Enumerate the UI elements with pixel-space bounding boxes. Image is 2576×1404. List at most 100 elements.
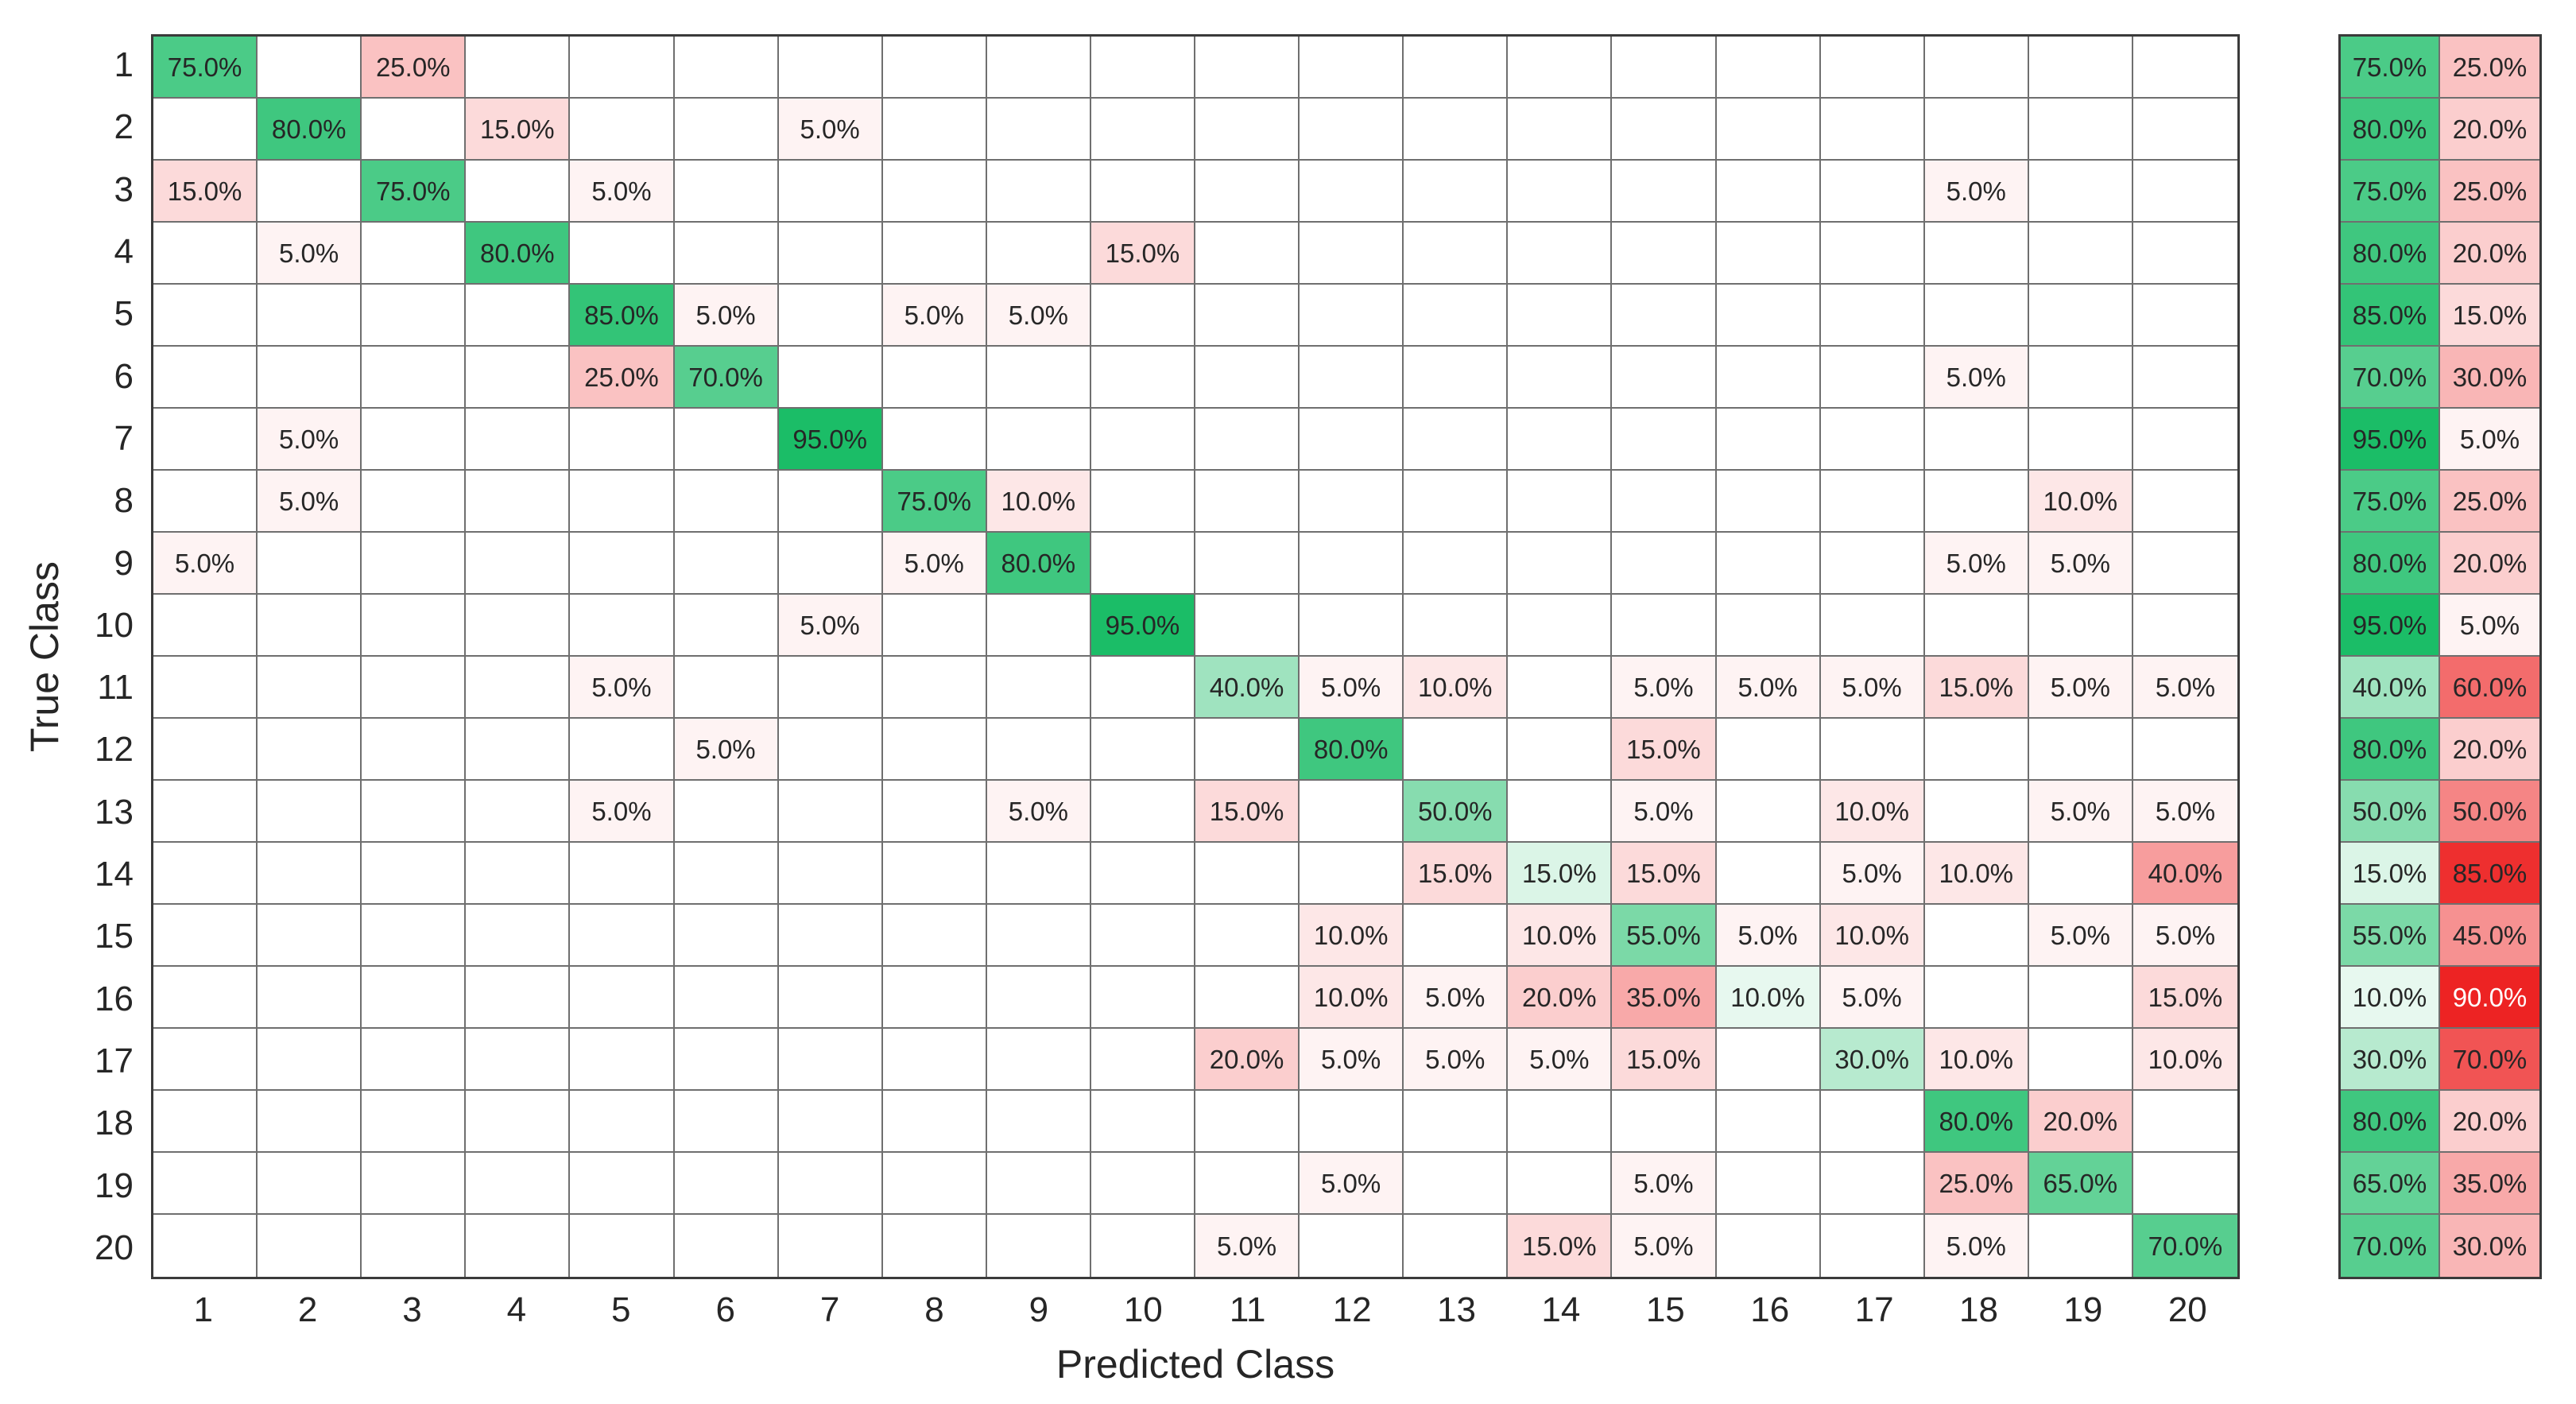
x-tick-label-9: 9 [1028, 1290, 1049, 1329]
matrix-cell-r19-c12: 5.0% [1300, 1153, 1404, 1215]
matrix-cell-r15-c18 [1924, 905, 2029, 967]
matrix-cell-r19-c3 [362, 1153, 467, 1215]
matrix-cell-r18-c13 [1404, 1091, 1509, 1153]
matrix-cell-r18-c11 [1195, 1091, 1300, 1153]
matrix-cell-r11-c6 [674, 657, 779, 719]
matrix-cell-r20-c3 [362, 1215, 467, 1277]
matrix-cell-r8-c2: 5.0% [258, 471, 362, 533]
matrix-cell-r6-c11 [1195, 347, 1300, 409]
matrix-cell-r2-c2: 80.0% [258, 99, 362, 161]
matrix-cell-r18-c3 [362, 1091, 467, 1153]
matrix-cell-r4-c13 [1404, 223, 1509, 285]
y-tick-label-19: 19 [95, 1165, 134, 1205]
summary-tpr-cell-r6: 70.0% [2341, 347, 2440, 409]
summary-fnr-cell-r5: 15.0% [2440, 285, 2539, 347]
matrix-cell-r10-c16 [1716, 595, 1821, 657]
matrix-cell-r1-c19 [2028, 37, 2133, 99]
matrix-cell-r17-c14: 5.0% [1508, 1029, 1613, 1091]
matrix-cell-r19-c2 [258, 1153, 362, 1215]
matrix-cell-r4-c5 [570, 223, 675, 285]
matrix-cell-r9-c6 [674, 533, 779, 595]
matrix-cell-r14-c10 [1090, 843, 1195, 905]
matrix-cell-r20-c10 [1091, 1215, 1195, 1277]
matrix-cell-r19-c4 [466, 1153, 571, 1215]
matrix-cell-r15-c5 [570, 905, 675, 967]
matrix-cell-r9-c7 [778, 533, 883, 595]
y-tick-label-5: 5 [114, 294, 134, 334]
x-tick-label-19: 19 [2063, 1290, 2103, 1329]
matrix-cell-r4-c14 [1508, 223, 1613, 285]
matrix-cell-r13-c11: 15.0% [1195, 781, 1300, 843]
y-tick-label-7: 7 [114, 418, 134, 458]
matrix-cell-r9-c16 [1716, 533, 1821, 595]
matrix-cell-r12-c17 [1820, 719, 1925, 781]
matrix-cell-r10-c18 [1924, 595, 2029, 657]
matrix-cell-r7-c3 [362, 409, 467, 471]
matrix-cell-r11-c7 [778, 657, 883, 719]
matrix-cell-r9-c4 [466, 533, 571, 595]
matrix-cell-r15-c19: 5.0% [2028, 905, 2133, 967]
matrix-cell-r17-c16 [1716, 1029, 1821, 1091]
y-tick-label-11: 11 [97, 668, 134, 708]
matrix-cell-r10-c3 [362, 595, 467, 657]
summary-tpr-cell-r19: 65.0% [2341, 1153, 2440, 1215]
matrix-cell-r8-c9: 10.0% [986, 471, 1091, 533]
matrix-cell-r6-c2 [258, 347, 362, 409]
matrix-cell-r4-c15 [1612, 223, 1717, 285]
matrix-cell-r3-c18: 5.0% [1924, 161, 2029, 223]
matrix-cell-r16-c4 [466, 967, 571, 1029]
summary-tpr-cell-r4: 80.0% [2341, 223, 2440, 285]
matrix-cell-r15-c11 [1195, 905, 1300, 967]
matrix-cell-r13-c1 [153, 781, 258, 843]
matrix-cell-r20-c19 [2029, 1215, 2133, 1277]
matrix-cell-r13-c13: 50.0% [1404, 781, 1509, 843]
matrix-cell-r6-c18: 5.0% [1924, 347, 2029, 409]
matrix-cell-r14-c14: 15.0% [1508, 843, 1613, 905]
matrix-cell-r11-c4 [466, 657, 571, 719]
matrix-cell-r1-c3: 25.0% [362, 37, 467, 99]
matrix-cell-r1-c17 [1820, 37, 1925, 99]
matrix-cell-r5-c16 [1716, 285, 1821, 347]
matrix-cell-r3-c2 [258, 161, 362, 223]
x-tick-label-10: 10 [1123, 1290, 1163, 1329]
matrix-cell-r17-c15: 15.0% [1612, 1029, 1717, 1091]
matrix-cell-r5-c7 [778, 285, 883, 347]
matrix-cell-r10-c10: 95.0% [1090, 595, 1195, 657]
matrix-cell-r1-c10 [1090, 37, 1195, 99]
matrix-cell-r11-c9 [986, 657, 1091, 719]
matrix-cell-r4-c7 [778, 223, 883, 285]
matrix-cell-r13-c10 [1090, 781, 1195, 843]
matrix-cell-r5-c20 [2132, 285, 2237, 347]
matrix-cell-r12-c11 [1195, 719, 1300, 781]
summary-fnr-cell-r4: 20.0% [2440, 223, 2539, 285]
matrix-cell-r7-c18 [1924, 409, 2029, 471]
matrix-cell-r4-c10: 15.0% [1090, 223, 1195, 285]
matrix-cell-r11-c13: 10.0% [1404, 657, 1509, 719]
summary-fnr-cell-r14: 85.0% [2440, 843, 2539, 905]
matrix-cell-r2-c1 [153, 99, 258, 161]
matrix-cell-r18-c17 [1820, 1091, 1925, 1153]
x-tick-label-1: 1 [193, 1290, 213, 1329]
matrix-cell-r10-c2 [258, 595, 362, 657]
matrix-cell-r15-c20: 5.0% [2132, 905, 2237, 967]
matrix-cell-r11-c11: 40.0% [1195, 657, 1300, 719]
matrix-cell-r10-c19 [2028, 595, 2133, 657]
matrix-cell-r18-c15 [1612, 1091, 1717, 1153]
matrix-cell-r7-c2: 5.0% [258, 409, 362, 471]
x-tick-label-7: 7 [819, 1290, 840, 1329]
matrix-cell-r7-c6 [674, 409, 779, 471]
summary-fnr-cell-r2: 20.0% [2440, 99, 2539, 161]
summary-tpr-cell-r17: 30.0% [2341, 1029, 2440, 1091]
matrix-cell-r20-c9 [987, 1215, 1091, 1277]
matrix-cell-r2-c19 [2028, 99, 2133, 161]
matrix-cell-r18-c14 [1508, 1091, 1613, 1153]
matrix-cell-r16-c6 [674, 967, 779, 1029]
matrix-cell-r7-c15 [1612, 409, 1717, 471]
matrix-cell-r15-c12: 10.0% [1300, 905, 1404, 967]
matrix-cell-r19-c15: 5.0% [1612, 1153, 1717, 1215]
matrix-cell-r18-c8 [882, 1091, 987, 1153]
matrix-cell-r11-c14 [1508, 657, 1613, 719]
matrix-cell-r19-c18: 25.0% [1924, 1153, 2029, 1215]
matrix-cell-r16-c14: 20.0% [1508, 967, 1613, 1029]
summary-fnr-cell-r7: 5.0% [2440, 409, 2539, 471]
